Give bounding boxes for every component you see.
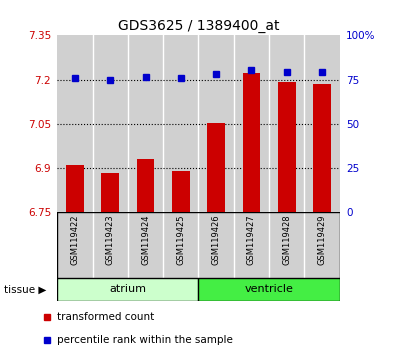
Text: transformed count: transformed count [57, 312, 154, 322]
Bar [128, 35, 163, 212]
Bar [207, 123, 225, 212]
Bar [243, 73, 260, 212]
Bar [269, 35, 305, 212]
Text: ventricle: ventricle [245, 284, 293, 295]
Text: GSM119428: GSM119428 [282, 215, 291, 265]
Bar [57, 278, 199, 301]
Bar [313, 84, 331, 212]
Text: GSM119426: GSM119426 [212, 215, 221, 265]
Bar [172, 171, 190, 212]
Bar [278, 82, 295, 212]
Text: GSM119424: GSM119424 [141, 215, 150, 265]
Text: GSM119429: GSM119429 [318, 215, 327, 265]
Bar [92, 35, 128, 212]
Text: atrium: atrium [109, 284, 147, 295]
Bar [199, 35, 234, 212]
Bar [163, 35, 199, 212]
Text: GSM119427: GSM119427 [247, 215, 256, 265]
Text: GSM119422: GSM119422 [70, 215, 79, 265]
Bar [57, 212, 340, 278]
Text: GSM119423: GSM119423 [106, 215, 115, 265]
Bar [305, 35, 340, 212]
Bar [57, 35, 92, 212]
Bar [234, 35, 269, 212]
Bar [66, 165, 84, 212]
Text: GSM119425: GSM119425 [176, 215, 185, 265]
Bar [137, 159, 154, 212]
Bar [199, 278, 340, 301]
Text: tissue ▶: tissue ▶ [4, 284, 46, 295]
Bar [102, 173, 119, 212]
Title: GDS3625 / 1389400_at: GDS3625 / 1389400_at [118, 19, 279, 33]
Text: percentile rank within the sample: percentile rank within the sample [57, 335, 233, 346]
